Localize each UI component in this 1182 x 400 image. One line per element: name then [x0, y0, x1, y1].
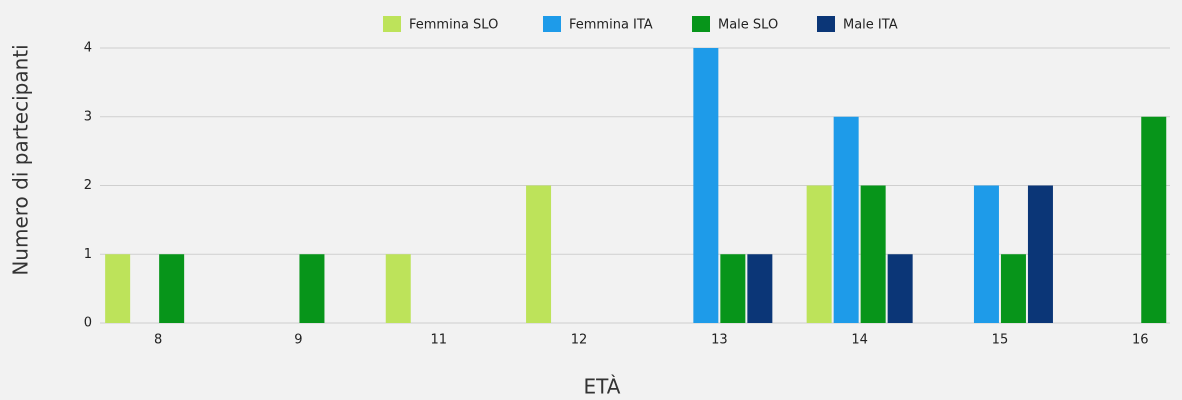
legend-label: Femmina SLO — [409, 18, 498, 33]
bar — [693, 48, 719, 323]
y-tick-label: 4 — [84, 41, 92, 56]
bar — [159, 254, 185, 323]
bar — [720, 254, 746, 323]
bar — [806, 185, 832, 323]
bar — [1141, 116, 1167, 323]
bar — [1027, 185, 1053, 323]
legend-swatch — [817, 16, 835, 32]
bar — [887, 254, 913, 323]
bar — [860, 185, 886, 323]
bar — [833, 116, 859, 323]
legend-swatch — [383, 16, 401, 32]
x-tick-label: 12 — [571, 333, 588, 348]
legend-label: Femmina ITA — [569, 18, 653, 33]
legend-swatch — [692, 16, 710, 32]
x-tick-label: 13 — [711, 333, 728, 348]
y-tick-label: 2 — [84, 178, 92, 193]
legend-swatch — [543, 16, 561, 32]
x-tick-label: 11 — [430, 333, 447, 348]
x-tick-label: 15 — [992, 333, 1009, 348]
y-tick-label: 1 — [84, 247, 92, 262]
x-tick-label: 14 — [851, 333, 868, 348]
legend-label: Male SLO — [718, 18, 778, 33]
legend-label: Male ITA — [843, 18, 898, 33]
bar — [973, 185, 999, 323]
bar — [526, 185, 552, 323]
y-axis-title: Numero di partecipanti — [9, 44, 33, 275]
x-axis-title: ETÀ — [584, 375, 621, 399]
y-tick-label: 0 — [84, 316, 92, 331]
y-tick-label: 3 — [84, 109, 92, 124]
bar — [105, 254, 131, 323]
x-tick-label: 8 — [154, 333, 162, 348]
bar — [299, 254, 325, 323]
x-tick-label: 9 — [294, 333, 302, 348]
bar — [747, 254, 773, 323]
bar — [1000, 254, 1026, 323]
bar — [385, 254, 411, 323]
x-tick-label: 16 — [1132, 333, 1149, 348]
